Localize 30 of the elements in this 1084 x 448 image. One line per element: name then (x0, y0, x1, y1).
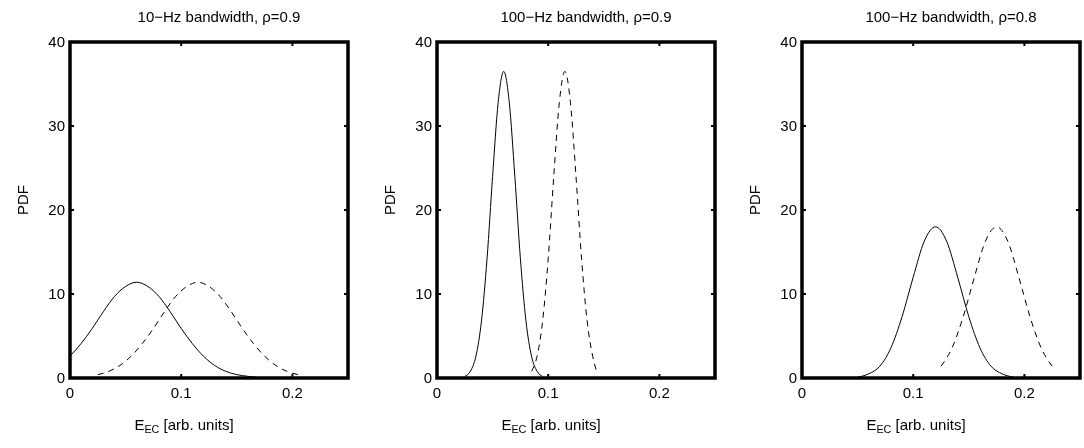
y-tick-label: 0 (788, 369, 797, 387)
y-tick-label: 10 (415, 285, 432, 303)
x-tick-label: 0.2 (281, 384, 303, 401)
x-tick-label: 0.1 (537, 384, 559, 401)
y-tick-label: 40 (48, 33, 65, 51)
y-tick-label: 20 (415, 201, 432, 219)
x-tick-label: 0.1 (902, 384, 924, 401)
x-tick-label: 0.2 (648, 384, 670, 401)
y-tick-label: 40 (415, 33, 432, 51)
y-axis-title: PDF (14, 185, 31, 215)
x-tick-label: 0.1 (170, 384, 192, 401)
y-tick-label: 30 (48, 117, 65, 135)
y-tick-label: 40 (780, 33, 797, 51)
y-tick-label: 0 (423, 369, 432, 387)
y-tick-label: 30 (415, 117, 432, 135)
x-axis-title: E$_{EC}$ [arb. units] (866, 416, 966, 436)
y-tick-label: 0 (56, 369, 65, 387)
y-tick-label: 10 (48, 285, 65, 303)
chart-title: 10−Hz bandwidth, ρ=0.9 (137, 8, 301, 25)
y-tick-label: 20 (48, 201, 65, 219)
y-axis-title: PDF (381, 185, 398, 215)
chart-title: 100−Hz bandwidth, ρ=0.8 (865, 8, 1037, 25)
chart-title: 100−Hz bandwidth, ρ=0.9 (500, 8, 672, 25)
y-tick-label: 10 (780, 285, 797, 303)
y-tick-label: 20 (780, 201, 797, 219)
x-axis-title: E$_{EC}$ [arb. units] (501, 416, 601, 436)
x-tick-label: 0.2 (1013, 384, 1035, 401)
x-axis-title: E$_{EC}$ [arb. units] (134, 416, 234, 436)
y-axis-title: PDF (746, 185, 763, 215)
y-tick-label: 30 (780, 117, 797, 135)
